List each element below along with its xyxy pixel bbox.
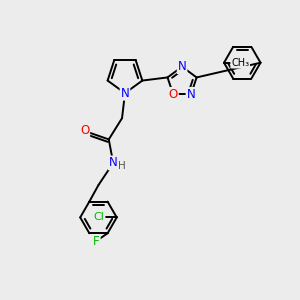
Text: CH₃: CH₃ <box>231 58 249 68</box>
Text: N: N <box>109 157 118 169</box>
Text: F: F <box>93 235 100 248</box>
Text: N: N <box>178 60 187 73</box>
Text: O: O <box>169 88 178 101</box>
Text: N: N <box>121 87 129 100</box>
Text: N: N <box>187 88 195 101</box>
Text: H: H <box>118 161 126 171</box>
Text: Cl: Cl <box>94 212 104 222</box>
Text: O: O <box>80 124 89 137</box>
